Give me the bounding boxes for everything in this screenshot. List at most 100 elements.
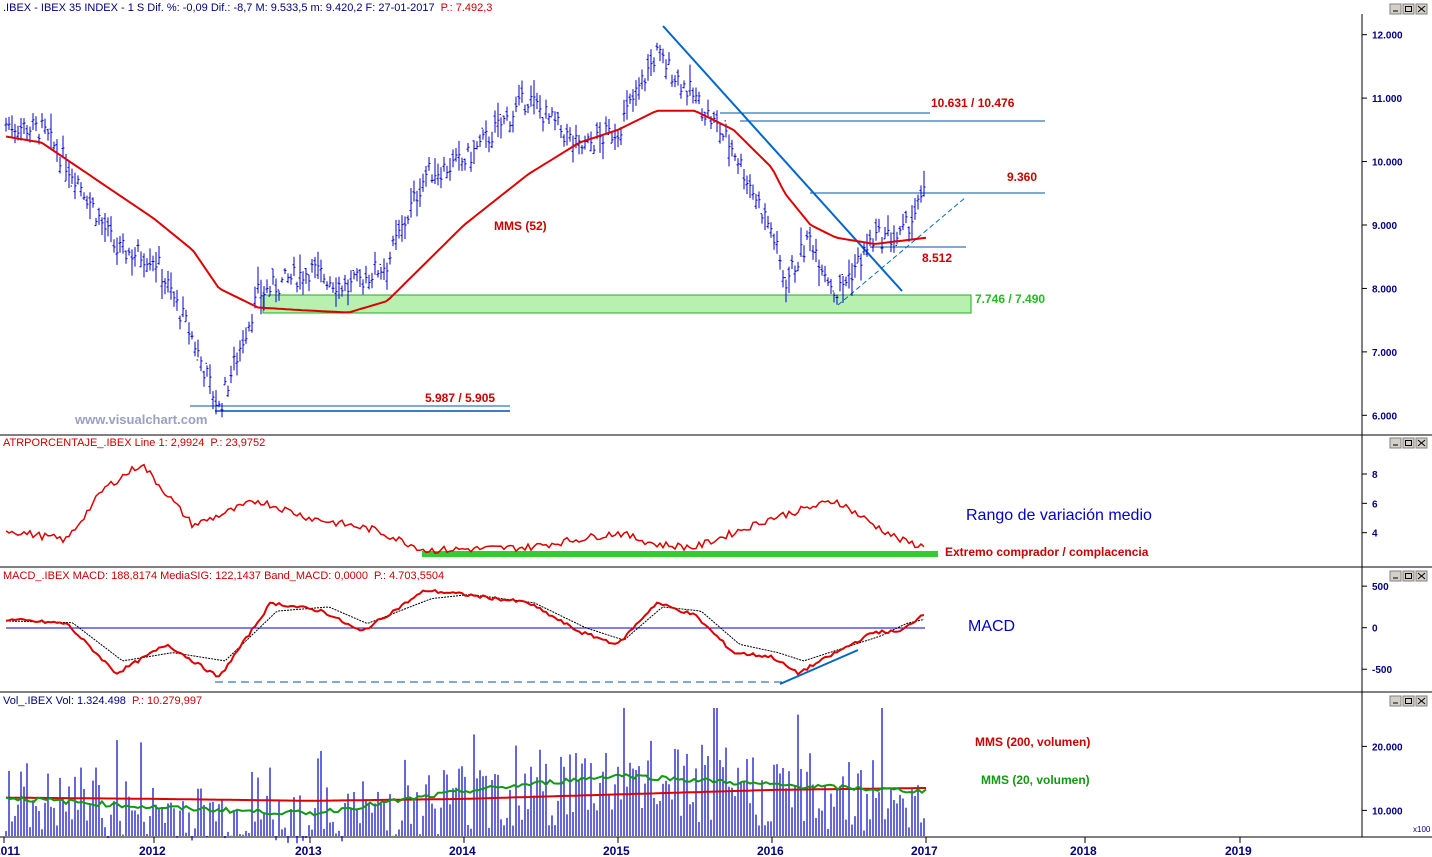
ohlc-bar: [424, 165, 428, 187]
ohlc-bar: [733, 153, 737, 161]
ohlc-bar: [865, 233, 869, 257]
vol-window-buttons[interactable]: [1389, 695, 1428, 707]
ohlc-bar: [706, 99, 710, 118]
ohlc-bar: [352, 270, 356, 280]
y-tick-label: 12.000: [1372, 31, 1403, 42]
vol-ma200-label: MMS (200, volumen): [975, 735, 1090, 749]
x-tick-label: 2019: [1225, 844, 1252, 857]
ohlc-bar: [172, 291, 176, 307]
ohlc-bar: [517, 84, 521, 106]
ohlc-bar: [313, 256, 317, 279]
ohlc-bar: [295, 281, 299, 293]
ohlc-bar: [601, 134, 605, 160]
ohlc-bar: [799, 227, 803, 257]
ohlc-bar: [451, 149, 455, 168]
ohlc-bar: [103, 213, 107, 242]
ohlc-bar: [826, 277, 830, 286]
ohlc-bar: [211, 391, 215, 410]
res-top-label: 10.631 / 10.476: [931, 96, 1015, 110]
y-tick-label: -500: [1372, 665, 1392, 676]
ohlc-bar: [232, 346, 236, 371]
ohlc-bar: [292, 256, 296, 277]
macd-line: [5, 588, 925, 678]
ohlc-bar: [667, 52, 671, 66]
ohlc-bar: [550, 107, 554, 118]
macd-title: MACD: [968, 618, 1015, 635]
vol-header: Vol_.IBEX Vol: 1.324.498 P.: 10.279,997: [3, 695, 202, 707]
ohlc-bar: [898, 225, 902, 236]
ohlc-bar: [106, 217, 110, 237]
ohlc-bar: [448, 157, 452, 181]
ohlc-bar: [664, 59, 668, 80]
ohlc-bar: [727, 134, 731, 167]
ohlc-bar: [583, 135, 587, 150]
uptrend-dashed-line: [837, 196, 967, 306]
ohlc-bar: [553, 111, 557, 131]
y-tick-label: 0: [1372, 624, 1378, 635]
ohlc-bar: [79, 182, 83, 197]
ohlc-bar: [268, 286, 272, 297]
ohlc-bar: [535, 92, 539, 110]
ohlc-bar: [910, 205, 914, 239]
ohlc-bar: [793, 265, 797, 283]
sup-zone-label: 7.746 / 7.490: [975, 292, 1045, 306]
ohlc-bar: [724, 120, 728, 138]
ohlc-bar: [616, 129, 620, 148]
ohlc-bar: [325, 281, 329, 290]
ohlc-bar: [823, 265, 827, 283]
ohlc-bar: [52, 141, 56, 150]
ohlc-bar: [133, 247, 137, 267]
ohlc-bar: [613, 123, 617, 151]
atr-window-buttons[interactable]: [1389, 437, 1428, 449]
ohlc-bar: [508, 121, 512, 133]
ohlc-bar: [862, 243, 866, 256]
ohlc-bar: [388, 251, 392, 265]
ohlc-bar: [427, 156, 431, 171]
ohlc-bar: [340, 285, 344, 297]
ohlc-bar: [166, 270, 170, 293]
ohlc-bar: [271, 268, 275, 285]
ohlc-bar: [829, 278, 833, 294]
ohlc-bar: [496, 102, 500, 138]
price-window-buttons[interactable]: [1389, 3, 1428, 15]
ohlc-bar: [883, 227, 887, 240]
ohlc-bar: [370, 272, 374, 289]
ohlc-bar: [127, 247, 131, 256]
ohlc-bar: [787, 266, 791, 294]
ohlc-bar: [457, 140, 461, 171]
x-tick-label: 2015: [603, 844, 630, 857]
ohlc-bar: [859, 253, 863, 281]
ohlc-bar: [70, 168, 74, 187]
ohlc-bar: [703, 111, 707, 126]
macd-window-buttons[interactable]: [1389, 570, 1428, 582]
ohlc-bar: [358, 269, 362, 287]
ohlc-bar: [505, 106, 509, 121]
atr-extreme-bar: [422, 551, 938, 557]
ohlc-bar: [160, 268, 164, 299]
ohlc-bar: [802, 245, 806, 263]
ohlc-bar: [670, 74, 674, 87]
ohlc-bar: [580, 144, 584, 155]
ohlc-bar: [721, 133, 725, 141]
ohlc-bar: [253, 286, 257, 309]
ohlc-bar: [871, 238, 875, 252]
downtrend-line: [662, 25, 903, 292]
ohlc-bar: [430, 174, 434, 183]
ohlc-bar: [364, 265, 368, 284]
ohlc-bar: [256, 266, 260, 294]
ohlc-bar: [544, 99, 548, 119]
ohlc-bar: [4, 117, 8, 132]
ohlc-bar: [610, 132, 614, 144]
ohlc-bar: [625, 90, 629, 120]
ohlc-bar: [247, 321, 251, 332]
ohlc-bar: [229, 365, 233, 384]
ohlc-bar: [307, 274, 311, 292]
ohlc-bar: [481, 127, 485, 140]
ohlc-bar: [337, 276, 341, 299]
y-tick-label: 9.000: [1372, 221, 1397, 232]
ohlc-bar: [511, 110, 515, 133]
ohlc-bar: [265, 279, 269, 294]
ohlc-bar: [220, 402, 224, 418]
vol-ma200-line: [5, 787, 926, 802]
atr-note: Extremo comprador / complacencia: [945, 545, 1149, 559]
